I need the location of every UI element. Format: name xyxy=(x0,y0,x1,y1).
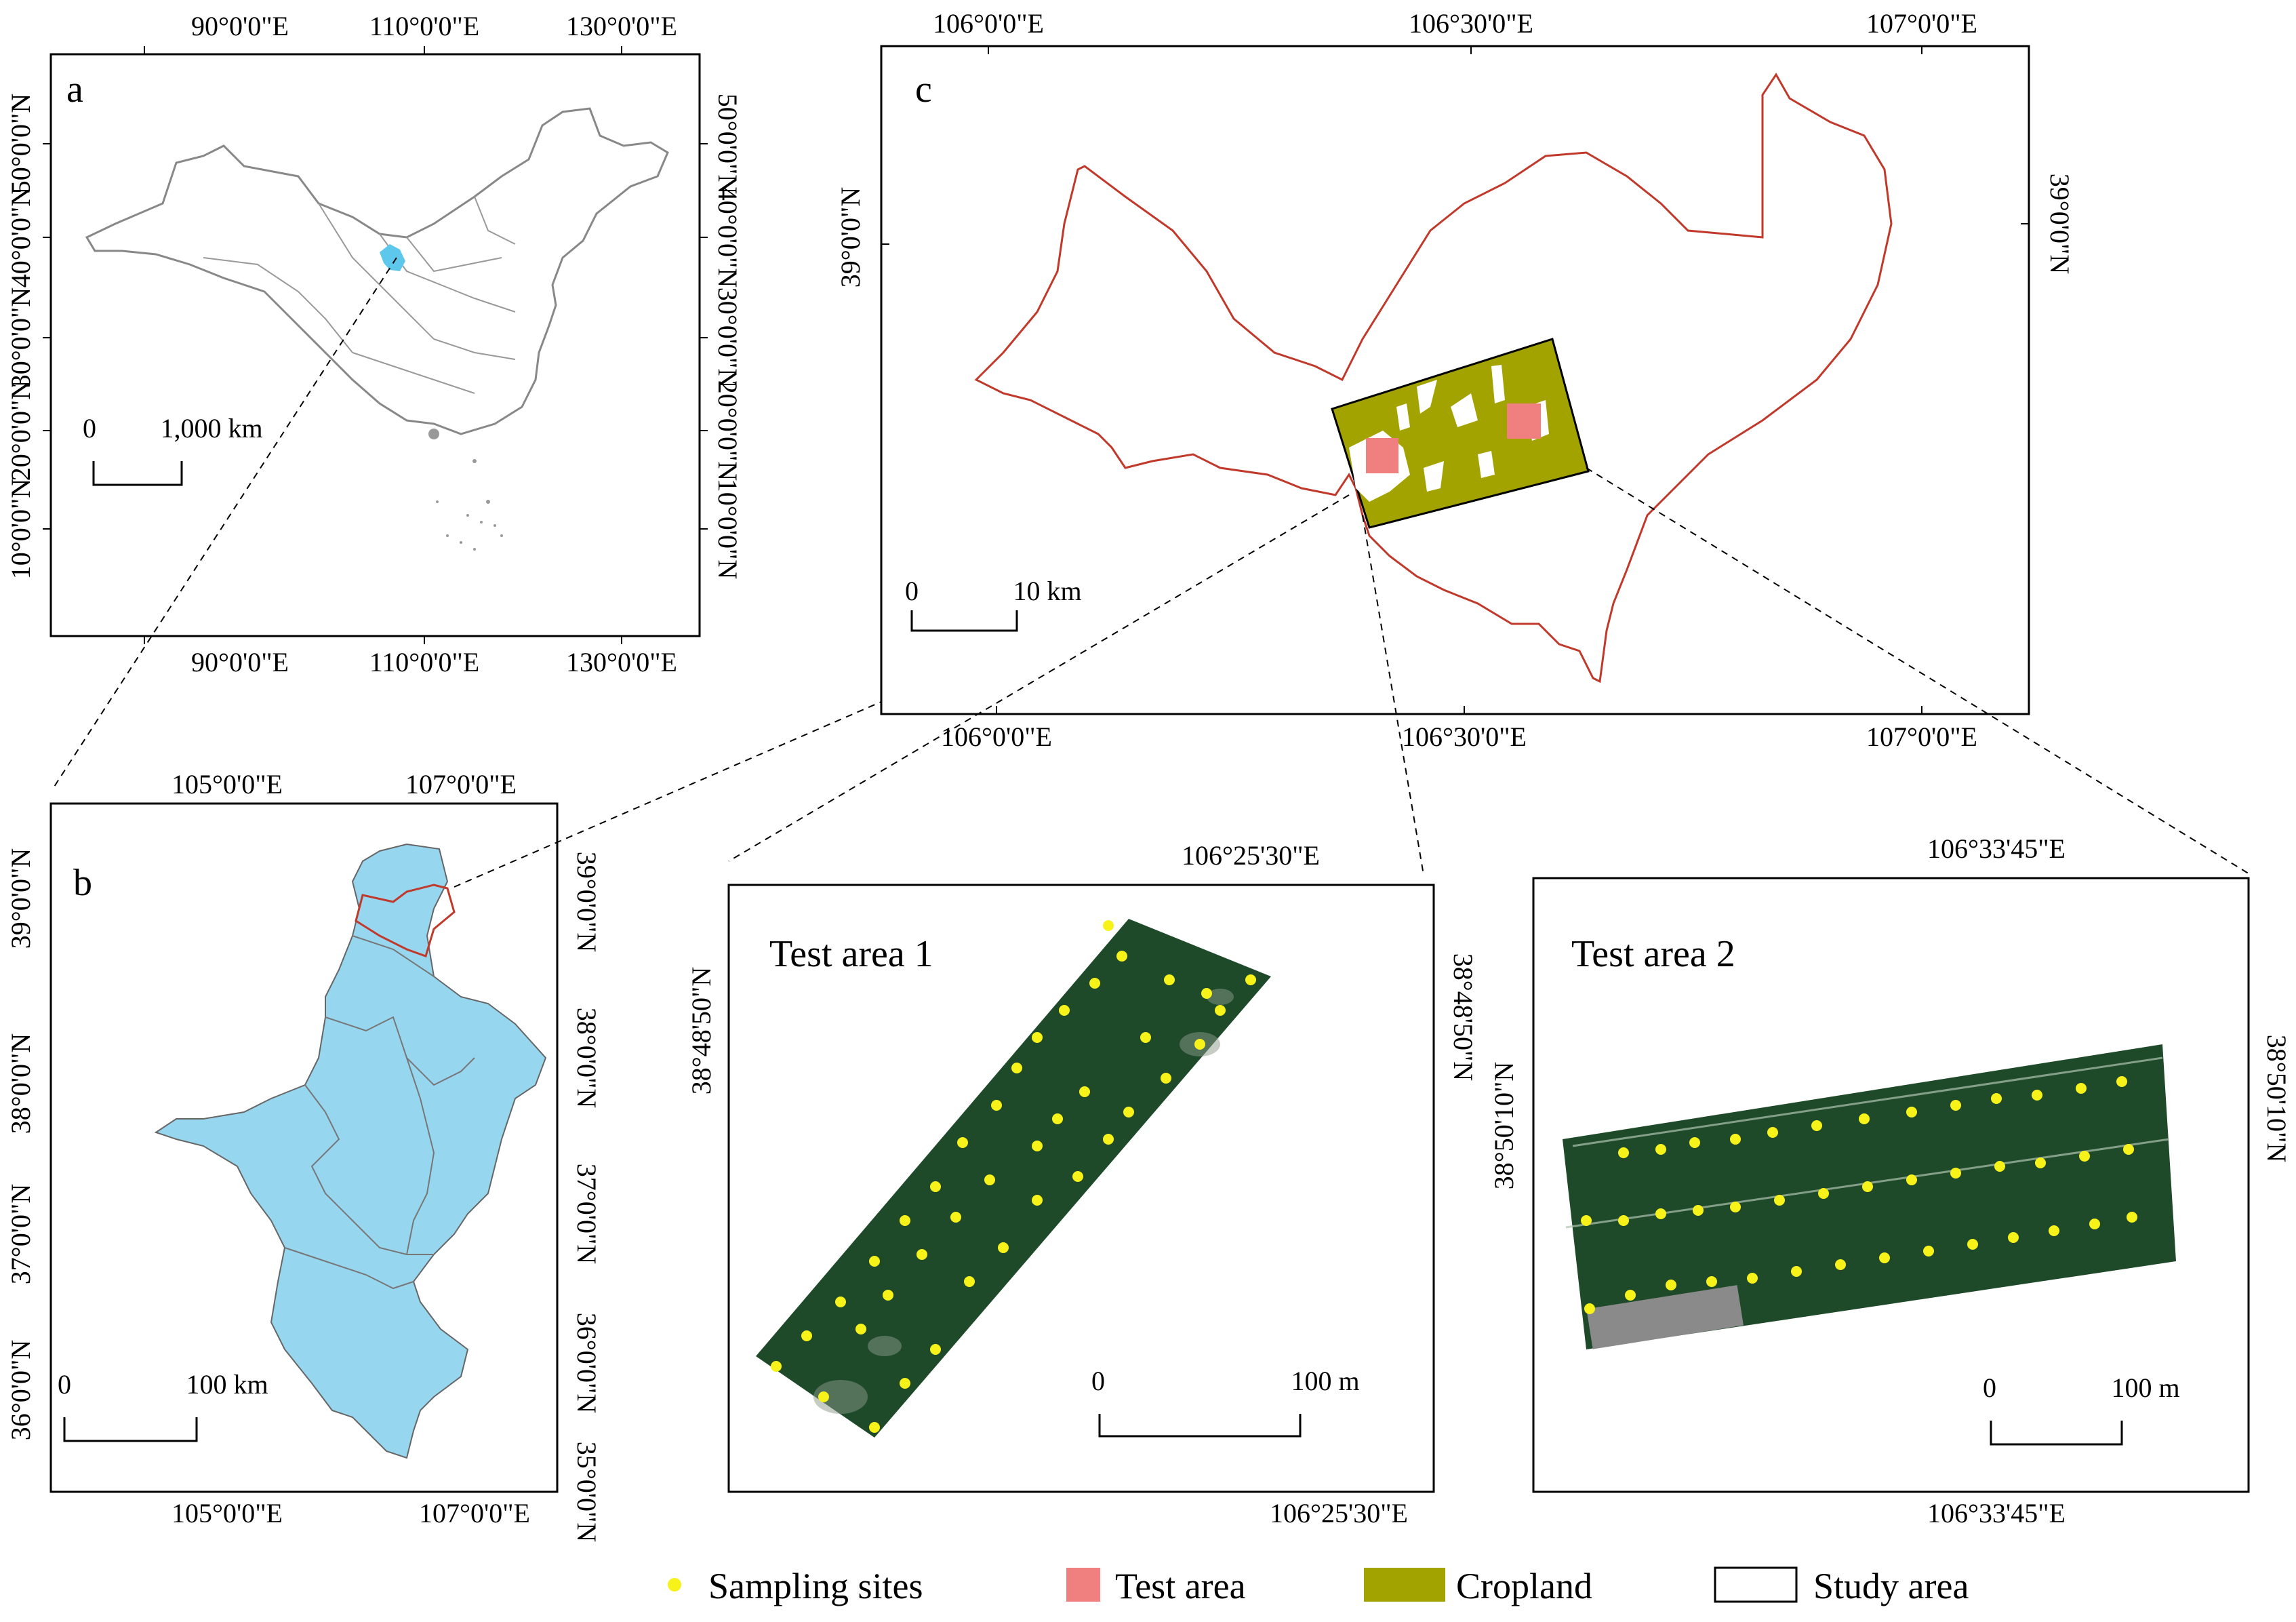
legend-test-area-swatch xyxy=(1066,1568,1100,1602)
panel-b-right-lat-3: 37°0'0"N xyxy=(571,1164,602,1264)
panel-b-right-lat-4: 36°0'0"N xyxy=(571,1313,602,1413)
panel-c-label: c xyxy=(915,68,932,111)
panel-c-bottom-lon-1: 106°0'0"E xyxy=(941,721,1052,752)
test1-top-lon: 106°25'30"E xyxy=(1182,840,1320,871)
panel-b-scale-bar xyxy=(63,1417,198,1442)
panel-b-label: b xyxy=(73,862,92,904)
legend: Sampling sites Test area Cropland Study … xyxy=(668,1566,1969,1606)
panel-b-left-lat-4: 36°0'0"N xyxy=(5,1340,36,1440)
connectors-c-tests xyxy=(728,467,2251,875)
panel-c-top-lon-3: 107°0'0"E xyxy=(1866,8,1977,39)
panel-a-left-lat-4: 20°0'0"N xyxy=(5,380,36,481)
panel-b-top-lon-2: 107°0'0"E xyxy=(405,769,517,799)
legend-cropland-label: Cropland xyxy=(1456,1566,1592,1606)
test2-scale-bar xyxy=(1990,1421,2123,1446)
china-province-borders xyxy=(203,196,516,394)
test2-bare-patch xyxy=(1586,1285,1744,1349)
test1-scale-bar xyxy=(1098,1414,1302,1438)
test1-title: Test area 1 xyxy=(769,933,933,975)
legend-study-area-label: Study area xyxy=(1813,1566,1969,1606)
test1-bottom-lon: 106°25'30"E xyxy=(1270,1498,1408,1528)
panel-a-label: a xyxy=(66,68,83,111)
panel-a-bottom-lon-3: 130°0'0"E xyxy=(566,647,677,677)
panel-a-scale-zero: 0 xyxy=(83,413,96,443)
south-sea-islands xyxy=(428,429,503,551)
panel-b-top-lon-1: 105°0'0"E xyxy=(172,769,283,799)
panel-c-scale-zero: 0 xyxy=(905,576,919,606)
test1-imagery xyxy=(756,919,1271,1438)
panel-c-scale-label: 10 km xyxy=(1013,576,1081,606)
test2-scale-zero: 0 xyxy=(1983,1372,1996,1403)
test1-sampling-sites xyxy=(771,920,1256,1433)
test2-bottom-lon: 106°33'45"E xyxy=(1927,1498,2066,1528)
panel-c-right-lat-1: 39°0'0"N xyxy=(2045,174,2075,274)
panel-c-left-lat-1: 39°0'0"N xyxy=(835,187,866,288)
test-area-2-panel: 106°33'45"E 106°33'45"E 38°50'10"N 38°50… xyxy=(1489,833,2292,1528)
panel-a-right-lat-4: 20°0'0"N xyxy=(712,380,743,481)
test1-scale-zero: 0 xyxy=(1091,1366,1105,1396)
panel-a-left-lat-2: 40°0'0"N xyxy=(5,187,36,288)
test2-sampling-sites xyxy=(1581,1076,2137,1314)
panel-a-right-lat-5: 10°0'0"N xyxy=(712,479,743,579)
panel-a-bottom-lon-2: 110°0'0"E xyxy=(369,647,479,677)
legend-sampling-sites-swatch xyxy=(668,1578,681,1591)
panel-b-right-lat-1: 39°0'0"N xyxy=(571,852,602,952)
legend-sampling-sites-label: Sampling sites xyxy=(708,1566,923,1606)
test-area-2-marker xyxy=(1507,403,1541,439)
panel-a-bottom-lon-1: 90°0'0"E xyxy=(191,647,289,677)
panel-a-left-lat-3: 30°0'0"N xyxy=(5,288,36,388)
panel-a: a 90°0'0"E 110°0'0"E 130°0'0"E 90°0'0"E … xyxy=(5,11,743,677)
test2-left-lat: 38°50'10"N xyxy=(1489,1062,1519,1189)
panel-b-right-lat-2: 38°0'0"N xyxy=(571,1008,602,1108)
legend-cropland-swatch xyxy=(1364,1568,1445,1602)
panel-c: c 106°0'0"E 106°30'0"E 107°0'0"E 106°0'0… xyxy=(835,8,2075,752)
panel-b: b 105°0'0"E 107°0'0"E 105°0'0"E 107°0'0"… xyxy=(5,769,602,1542)
test2-title: Test area 2 xyxy=(1571,933,1735,975)
panel-a-right-lat-3: 30°0'0"N xyxy=(712,288,743,388)
connector-a-b xyxy=(54,257,397,787)
panel-c-top-lon-2: 106°30'0"E xyxy=(1409,8,1533,39)
test-area-1-marker xyxy=(1366,438,1398,473)
panel-b-bottom-lon-2: 107°0'0"E xyxy=(419,1498,530,1528)
panel-a-scale-label: 1,000 km xyxy=(160,413,262,443)
test1-right-lat: 38°48'50"N xyxy=(1448,953,1478,1081)
legend-study-area-swatch xyxy=(1714,1566,1798,1603)
test1-left-lat: 38°48'50"N xyxy=(686,967,717,1094)
panel-a-left-lat-5: 10°0'0"N xyxy=(5,479,36,579)
panel-a-top-lon-3: 130°0'0"E xyxy=(566,11,677,41)
panel-a-scale-bar xyxy=(92,461,183,486)
panel-c-bottom-lon-3: 107°0'0"E xyxy=(1866,721,1977,752)
panel-b-left-lat-1: 39°0'0"N xyxy=(5,848,36,949)
test1-bare-patches xyxy=(813,989,1234,1414)
panel-c-bottom-lon-2: 106°30'0"E xyxy=(1402,721,1527,752)
test2-scale-label: 100 m xyxy=(2111,1372,2179,1403)
connector-b-c xyxy=(454,701,882,888)
test2-imagery xyxy=(1563,1044,2176,1349)
test2-top-lon: 106°33'45"E xyxy=(1927,833,2066,864)
panel-a-top-lon-1: 90°0'0"E xyxy=(191,11,289,41)
panel-a-top-lon-2: 110°0'0"E xyxy=(369,11,479,41)
panel-a-right-lat-2: 40°0'0"N xyxy=(712,187,743,288)
panel-b-left-lat-2: 38°0'0"N xyxy=(5,1033,36,1134)
ningxia-province xyxy=(154,843,547,1459)
panel-b-right-lat-5: 35°0'0"N xyxy=(571,1442,602,1542)
panel-b-bottom-lon-1: 105°0'0"E xyxy=(172,1498,283,1528)
ningxia-city-borders xyxy=(284,935,475,1290)
panel-c-top-lon-1: 106°0'0"E xyxy=(933,8,1044,39)
test2-right-lat: 38°50'10"N xyxy=(2261,1035,2292,1162)
panel-a-right-lat-1: 50°0'0"N xyxy=(712,94,743,194)
test-area-1-panel: 106°25'30"E 106°25'30"E 38°48'50"N 38°48… xyxy=(686,840,1478,1528)
panel-a-left-lat-1: 50°0'0"N xyxy=(5,94,36,194)
legend-test-area-label: Test area xyxy=(1115,1566,1246,1606)
panel-c-scale-bar xyxy=(910,610,1018,632)
panel-b-study-area-outline xyxy=(355,884,456,957)
test1-scale-label: 100 m xyxy=(1291,1366,1359,1396)
panel-b-scale-zero: 0 xyxy=(58,1369,71,1400)
ningxia-highlight xyxy=(380,244,405,271)
panel-b-left-lat-3: 37°0'0"N xyxy=(5,1184,36,1284)
study-area-outline xyxy=(974,73,1893,684)
panel-b-scale-label: 100 km xyxy=(186,1369,268,1400)
